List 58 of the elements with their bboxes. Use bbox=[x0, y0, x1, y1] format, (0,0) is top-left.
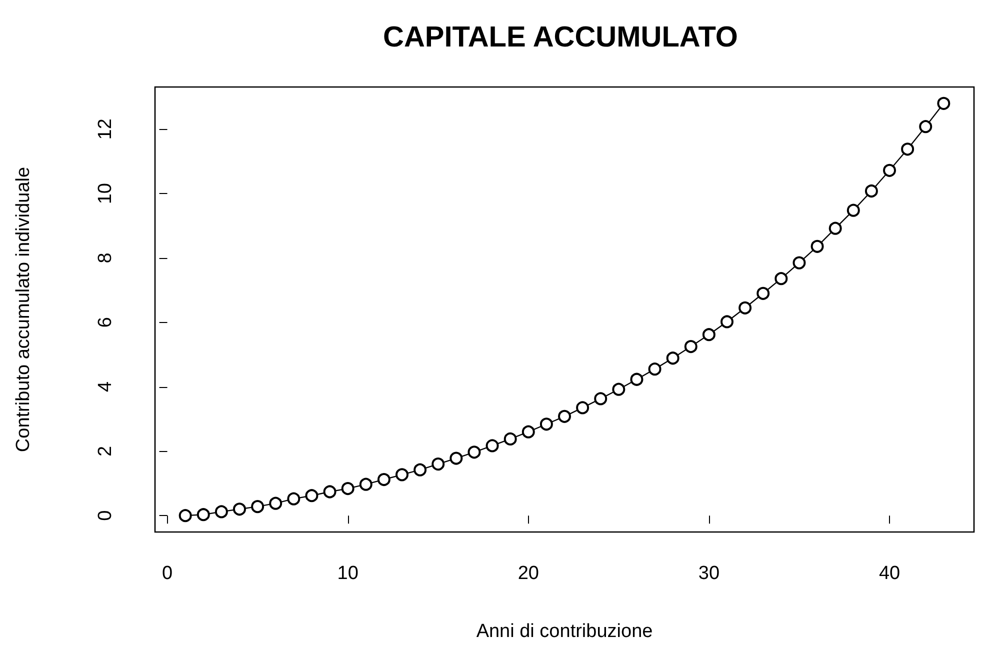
point bbox=[738, 301, 752, 314]
point bbox=[214, 505, 228, 518]
point bbox=[901, 142, 914, 156]
point bbox=[612, 382, 626, 396]
point bbox=[919, 120, 932, 134]
point bbox=[540, 418, 553, 431]
point bbox=[432, 458, 445, 471]
point bbox=[414, 463, 427, 476]
point bbox=[937, 96, 950, 110]
point bbox=[504, 432, 517, 446]
x-tick-label: 20 bbox=[518, 563, 539, 584]
point bbox=[666, 352, 680, 365]
point bbox=[323, 485, 336, 498]
point bbox=[287, 492, 300, 506]
point bbox=[269, 496, 282, 510]
point bbox=[196, 508, 210, 522]
point bbox=[720, 315, 734, 328]
point bbox=[828, 222, 842, 235]
y-tick-label: 2 bbox=[95, 446, 116, 456]
point bbox=[684, 340, 698, 354]
point bbox=[846, 204, 860, 217]
point bbox=[341, 482, 354, 496]
x-tick-label: 30 bbox=[698, 563, 720, 584]
y-tick-label: 4 bbox=[95, 381, 116, 392]
y-tick-label: 6 bbox=[95, 317, 116, 328]
x-axis-title: Anni di contribuzione bbox=[476, 621, 653, 642]
y-tick-label: 12 bbox=[95, 118, 116, 140]
point bbox=[558, 410, 571, 423]
point bbox=[522, 425, 535, 438]
point bbox=[359, 478, 372, 491]
x-tick-label: 10 bbox=[337, 563, 358, 584]
point bbox=[792, 256, 806, 270]
chart-title: CAPITALE ACCUMULATO bbox=[383, 22, 738, 54]
y-tick-label: 0 bbox=[95, 510, 116, 521]
x-tick-label: 40 bbox=[878, 563, 900, 584]
point bbox=[774, 272, 788, 286]
point bbox=[305, 489, 318, 502]
point bbox=[810, 240, 824, 253]
point bbox=[648, 362, 662, 376]
point bbox=[756, 286, 770, 300]
point bbox=[864, 184, 878, 198]
x-tick-label: 0 bbox=[162, 563, 173, 584]
point bbox=[377, 473, 390, 486]
point bbox=[468, 446, 481, 459]
y-tick-label: 10 bbox=[95, 183, 116, 204]
point bbox=[233, 502, 246, 516]
point bbox=[486, 439, 499, 452]
point bbox=[178, 509, 192, 522]
y-tick-label: 8 bbox=[95, 252, 116, 264]
point bbox=[702, 328, 716, 342]
point bbox=[396, 468, 408, 482]
y-axis-title: Contributo accumulato individuale bbox=[13, 166, 34, 452]
point bbox=[450, 452, 463, 465]
point bbox=[883, 164, 896, 177]
point bbox=[251, 500, 264, 514]
point bbox=[576, 401, 590, 414]
point bbox=[630, 372, 644, 386]
point bbox=[594, 392, 608, 406]
